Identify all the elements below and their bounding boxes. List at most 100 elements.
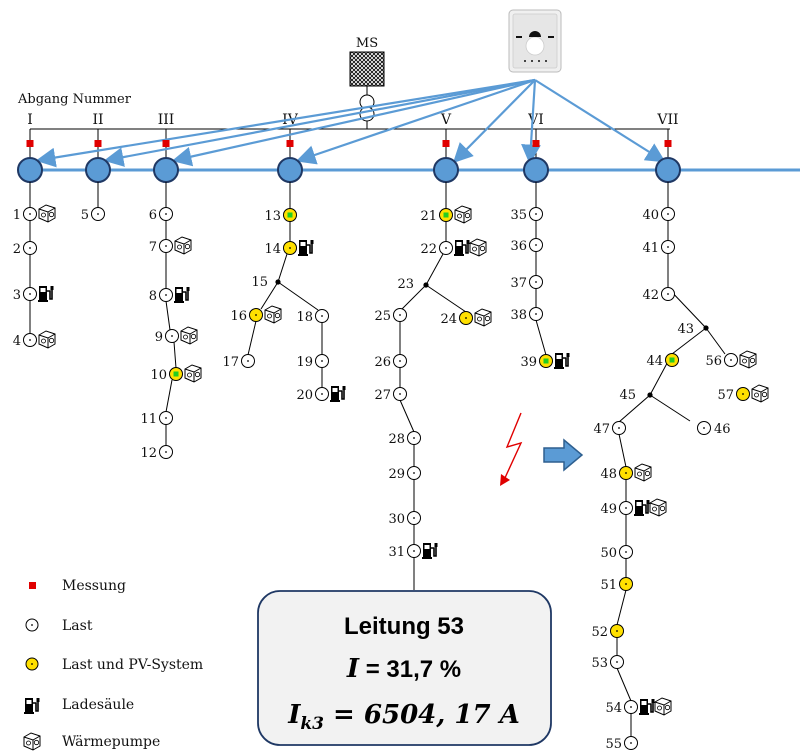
feeder-bus-vi[interactable] — [523, 157, 549, 183]
measurement-marker — [664, 140, 672, 147]
legend-load-pv-label: Last und PV-System — [62, 657, 203, 673]
node-center-dot — [625, 583, 627, 585]
node-40[interactable]: 40 — [642, 207, 675, 224]
node-13[interactable]: 13 — [264, 208, 297, 225]
node-49[interactable]: 49 — [600, 498, 667, 517]
node-9[interactable]: 9 — [155, 326, 198, 345]
node-label: 22 — [420, 242, 437, 257]
legend-measurement-icon — [29, 582, 36, 589]
node-44[interactable]: 44 — [646, 353, 679, 370]
node-7[interactable]: 7 — [149, 236, 192, 255]
feeder-label-vii: VII — [656, 112, 678, 128]
node-41[interactable]: 41 — [642, 240, 675, 257]
node-label: 50 — [600, 546, 617, 561]
measurement-point-indicator — [173, 371, 179, 377]
measurement-marker — [162, 140, 170, 147]
node-50[interactable]: 50 — [600, 545, 633, 562]
feeder-bus-iii[interactable] — [153, 157, 179, 183]
control-unit-icon — [508, 9, 562, 73]
node-21[interactable]: 21 — [420, 205, 472, 224]
ms-busbar-symbol — [349, 51, 385, 87]
node-27[interactable]: 27 — [374, 387, 407, 404]
feeder-labels: IIIIIIIVVVIVII — [27, 112, 678, 128]
node-20[interactable]: 20 — [296, 385, 347, 403]
node-label: 3 — [13, 288, 21, 303]
node-center-dot — [413, 472, 415, 474]
node-label: 1 — [13, 208, 21, 223]
node-label: 49 — [600, 502, 617, 517]
measurement-marker — [94, 140, 102, 147]
node-12[interactable]: 12 — [140, 445, 173, 462]
node-48[interactable]: 48 — [600, 463, 652, 482]
node-46[interactable]: 46 — [697, 421, 731, 438]
node-56[interactable]: 56 — [705, 350, 757, 369]
node-17[interactable]: 17 — [222, 354, 255, 371]
node-29[interactable]: 29 — [388, 466, 421, 483]
node-5[interactable]: 5 — [81, 207, 105, 224]
node-18[interactable]: 18 — [296, 309, 329, 326]
node-31[interactable]: 31 — [388, 542, 439, 560]
node-4[interactable]: 4 — [13, 330, 56, 349]
node-38[interactable]: 38 — [510, 307, 543, 324]
node-3[interactable]: 3 — [13, 285, 55, 303]
heat-pump-icon — [654, 697, 672, 716]
node-55[interactable]: 55 — [605, 736, 638, 751]
feeder-bus-ii[interactable] — [85, 157, 111, 183]
node-35[interactable]: 35 — [510, 207, 543, 224]
node-30[interactable]: 30 — [388, 511, 421, 528]
node-label: 47 — [593, 422, 610, 437]
node-8[interactable]: 8 — [149, 286, 191, 304]
info-box-utilization: I = 31,7 % — [346, 654, 461, 684]
node-label: 13 — [264, 209, 281, 224]
charging-station-icon — [553, 352, 571, 370]
feeder-number-header: Abgang Nummer — [17, 92, 132, 107]
node-25[interactable]: 25 — [374, 308, 407, 325]
feeder-bus-v[interactable] — [433, 157, 459, 183]
node-center-dot — [321, 360, 323, 362]
node-22[interactable]: 22 — [420, 238, 487, 257]
node-47[interactable]: 47 — [593, 421, 626, 438]
node-center-dot — [445, 247, 447, 249]
node-11[interactable]: 11 — [140, 411, 173, 428]
fault-lightning-icon — [500, 412, 523, 486]
node-57[interactable]: 57 — [717, 384, 769, 403]
info-box-short-circuit-current: Ik3 = 6504, 17 A — [287, 700, 520, 734]
node-1[interactable]: 1 — [13, 204, 56, 223]
node-28[interactable]: 28 — [388, 431, 421, 448]
node-51[interactable]: 51 — [600, 577, 633, 594]
node-center-dot — [29, 339, 31, 341]
heat-pump-icon — [469, 238, 487, 257]
node-37[interactable]: 37 — [510, 275, 543, 292]
node-54[interactable]: 54 — [605, 697, 672, 716]
node-2[interactable]: 2 — [13, 241, 37, 258]
node-center-dot — [616, 630, 618, 632]
node-6[interactable]: 6 — [149, 207, 173, 224]
node-42[interactable]: 42 — [642, 287, 675, 304]
node-10[interactable]: 10 — [150, 364, 202, 383]
node-39[interactable]: 39 — [520, 352, 571, 370]
node-19[interactable]: 19 — [296, 354, 329, 371]
node-center-dot — [165, 294, 167, 296]
node-26[interactable]: 26 — [374, 354, 407, 371]
feeder-bus-vii[interactable] — [655, 157, 681, 183]
node-label: 30 — [388, 512, 405, 527]
node-label: 57 — [717, 388, 734, 403]
feeder-bus-iv[interactable] — [277, 157, 303, 183]
node-label: 40 — [642, 208, 659, 223]
heat-pump-icon — [180, 326, 198, 345]
node-53[interactable]: 53 — [591, 655, 624, 672]
legend-heat-pump-icon — [23, 732, 41, 751]
node-36[interactable]: 36 — [510, 238, 543, 255]
node-16[interactable]: 16 — [230, 305, 282, 324]
node-14[interactable]: 14 — [264, 239, 315, 257]
junction-label-43: 43 — [677, 322, 694, 337]
node-24[interactable]: 24 — [440, 308, 492, 327]
communication-arrow — [171, 78, 536, 167]
measurement-point-indicator — [669, 357, 675, 363]
node-center-dot — [625, 472, 627, 474]
node-center-dot — [321, 393, 323, 395]
heat-pump-icon — [174, 236, 192, 255]
node-center-dot — [625, 507, 627, 509]
feeder-bus-i[interactable] — [17, 157, 43, 183]
node-52[interactable]: 52 — [591, 624, 624, 641]
